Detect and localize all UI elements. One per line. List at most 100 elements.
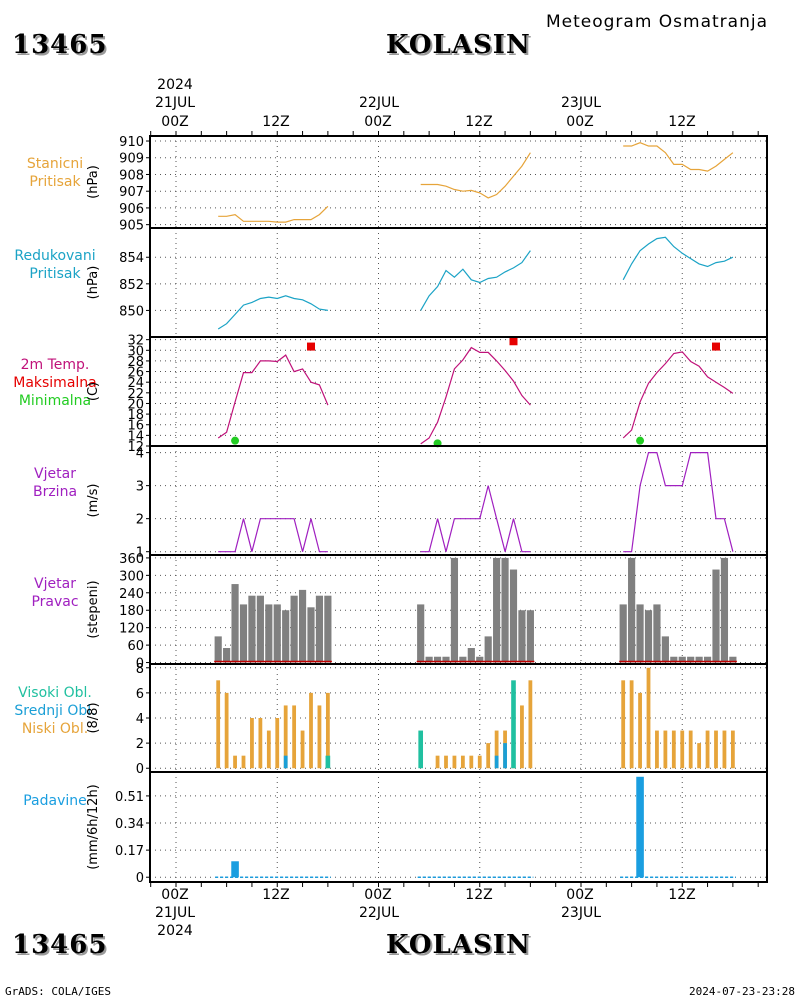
bottom-hour-label-3: 00Z <box>364 887 392 903</box>
y-tick-label: 850 <box>119 304 144 319</box>
cloud-bar <box>705 730 710 769</box>
series-line <box>218 518 328 553</box>
cloud-bar <box>258 718 263 769</box>
cloud-bar <box>528 680 533 769</box>
y-tick-label: 909 <box>119 152 144 167</box>
wind-dir-bar <box>501 557 509 663</box>
wind-dir-bar <box>239 604 248 663</box>
bottom-hour-label-6: 12Z <box>668 887 696 903</box>
y-tick-label: 60 <box>127 639 144 654</box>
cloud-bar <box>503 743 507 769</box>
y-tick-label: 32 <box>127 334 144 349</box>
panel-label-wind-direction: Vjetar Pravac <box>0 575 110 611</box>
cloud-bar <box>486 743 491 769</box>
cloud-bar <box>283 755 288 769</box>
y-tick-label: 24 <box>127 376 144 391</box>
y-tick-label: 852 <box>119 278 144 293</box>
y-tick-label: 0.51 <box>115 790 144 805</box>
series-line <box>217 295 328 330</box>
cloud-bar <box>655 730 659 769</box>
cloud-bar <box>266 730 271 769</box>
y-axis-unit: (hPa) <box>86 266 101 300</box>
wind-dir-bar <box>315 595 324 663</box>
station-name-top: KOLASIN <box>386 30 531 60</box>
footer-software: GrADS: COLA/IGES <box>5 985 111 998</box>
bottom-hour-label-2: 12Z <box>262 887 290 903</box>
cloud-bar <box>688 730 693 769</box>
y-tick-label: 12 <box>127 440 144 455</box>
station-id-top: 13465 <box>12 30 108 60</box>
top-hour-label-6: 12Z <box>668 114 696 130</box>
panel-label-wind-speed: Vjetar Brzina <box>0 465 110 501</box>
wind-dir-bar <box>467 648 475 663</box>
y-axis-unit: (hPa) <box>86 165 101 199</box>
cloud-bar <box>233 755 237 769</box>
y-tick-label: 18 <box>127 408 144 423</box>
y-tick-label: 905 <box>119 219 144 234</box>
y-tick-label: 300 <box>119 569 144 584</box>
cloud-bar <box>216 680 221 769</box>
wind-dir-bar <box>324 595 332 663</box>
panel-label-line: Pravac <box>31 594 79 610</box>
y-tick-label: 0 <box>136 762 144 777</box>
cloud-bar <box>325 755 331 769</box>
wind-dir-bar <box>636 604 644 663</box>
wind-dir-bar <box>307 607 315 663</box>
cloud-bar <box>621 680 626 769</box>
precip-bar <box>231 861 239 878</box>
cloud-bar <box>418 730 424 769</box>
series-line <box>217 354 329 439</box>
cloud-bar <box>722 730 727 769</box>
y-tick-label: 910 <box>119 135 144 150</box>
y-tick-label: 1 <box>136 546 144 561</box>
panel-label-line: Maksimalna <box>13 375 97 391</box>
y-tick-label: 0 <box>136 657 144 672</box>
plot-frame <box>149 135 768 883</box>
cloud-bar <box>300 730 305 769</box>
y-axis-unit: (8/8) <box>86 702 101 733</box>
panel-label-line: Minimalna <box>18 393 92 409</box>
y-tick-label: 8 <box>136 662 144 677</box>
wind-dir-bar <box>223 648 231 663</box>
y-tick-label: 30 <box>127 344 144 359</box>
cloud-bar <box>460 755 465 769</box>
wind-dir-bar <box>290 595 298 663</box>
top-hour-label-2: 12Z <box>262 114 290 130</box>
station-id-bottom: 13465 <box>12 930 108 960</box>
y-axis-unit: (C) <box>86 382 101 401</box>
y-tick-label: 4 <box>136 712 144 727</box>
footer-timestamp: 2024-07-23-23:28 <box>689 985 795 998</box>
panel-label-line: Pritisak <box>29 174 81 190</box>
cloud-bar <box>241 755 246 769</box>
top-day-label-2: 22JUL <box>359 95 399 111</box>
wind-dir-bar <box>518 610 526 663</box>
y-tick-label: 908 <box>119 168 144 183</box>
y-tick-label: 854 <box>119 251 144 266</box>
y-tick-label: 180 <box>119 604 144 619</box>
cloud-bar <box>435 755 440 769</box>
panel-label-line: Stanicni <box>26 156 84 172</box>
wind-dir-bar <box>231 584 239 663</box>
tmax-marker <box>712 342 720 351</box>
bottom-hour-label-1: 00Z <box>161 887 189 903</box>
series-line <box>623 452 734 553</box>
y-axis-unit: (mm/6h/12h) <box>86 784 101 870</box>
panel-label-line: Brzina <box>32 484 78 500</box>
panel-label-station-pressure: Stanicni Pritisak <box>0 155 110 191</box>
cloud-bar <box>697 743 702 769</box>
wind-dir-bar <box>450 557 459 663</box>
y-tick-label: 0.34 <box>115 817 144 832</box>
wind-dir-bar <box>644 610 653 663</box>
wind-dir-bar <box>442 656 450 663</box>
wind-dir-bar <box>670 656 678 663</box>
cloud-bar <box>663 730 668 769</box>
panel-label-reduced-pressure: Redukovani Pritisak <box>0 247 110 283</box>
top-hour-label-3: 00Z <box>364 114 392 130</box>
y-tick-label: 28 <box>127 355 144 370</box>
cloud-bar <box>680 730 685 769</box>
wind-dir-bar <box>214 636 222 663</box>
panel-label-line: 2m Temp. <box>20 357 90 373</box>
y-tick-label: 26 <box>127 366 144 381</box>
cloud-bar <box>714 730 718 769</box>
